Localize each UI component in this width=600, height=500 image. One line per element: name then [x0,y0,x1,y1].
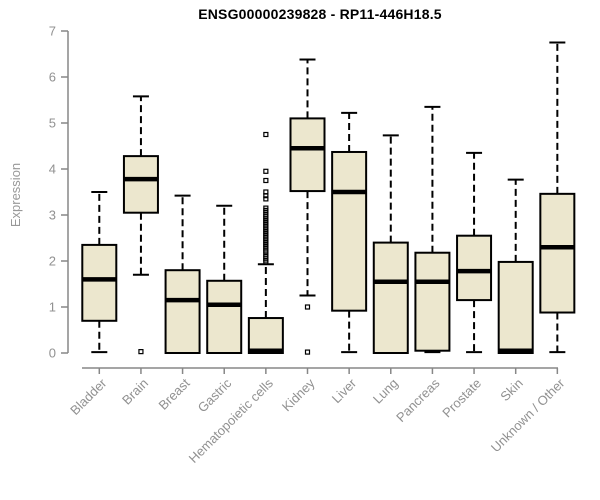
y-tick-label: 4 [49,162,56,177]
iqr-box [81,243,118,322]
boxplot-skin [497,178,534,355]
y-tick-label: 2 [49,254,56,269]
outlier-point [263,168,269,174]
boxplot-brain [122,95,159,355]
y-tick-label: 5 [49,116,56,131]
outlier-point [138,349,144,355]
iqr-box [372,241,409,355]
y-tick-label: 3 [49,208,56,223]
boxplot-pancreas [414,105,451,354]
outlier-point [263,131,269,138]
iqr-box [539,192,576,314]
outlier-point [263,189,269,195]
x-tick-label-lung: Lung [370,376,401,407]
outlier-point [263,177,269,184]
x-tick-label-bladder: Bladder [67,375,110,418]
x-tick-label-gastric: Gastric [195,375,235,415]
boxplot-bladder [81,191,118,354]
iqr-box [247,317,284,355]
x-tick-label-liver: Liver [329,375,360,406]
iqr-box [206,279,243,354]
y-tick-label: 7 [49,24,56,39]
boxplot-gastric [206,204,243,354]
boxplot-kidney [289,58,326,355]
iqr-box [497,260,534,355]
iqr-box [289,117,326,193]
x-tick-label-pancreas: Pancreas [393,375,443,425]
chart-title: ENSG00000239828 - RP11-446H18.5 [198,6,442,22]
outlier-point [263,196,269,202]
boxplot-prostate [456,151,493,354]
iqr-box [122,155,159,214]
x-tick-label-unknown-other: Unknown / Other [488,375,568,455]
boxplot-liver [331,111,368,354]
y-tick-label: 6 [49,70,56,85]
outlier-point [263,205,269,211]
iqr-box [331,150,368,312]
x-tick-label-kidney: Kidney [279,375,318,414]
boxplot-lung [372,134,409,355]
iqr-box [456,234,493,302]
iqr-box [164,269,201,355]
x-tick-label-prostate: Prostate [439,376,484,421]
x-tick-label-skin: Skin [497,376,525,404]
y-tick-label: 0 [49,346,56,361]
y-tick-label: 1 [49,300,56,315]
outlier-point [304,304,311,310]
x-tick-label-brain: Brain [119,376,151,408]
boxplot-breast [164,194,201,355]
outlier-point [304,349,311,355]
boxplot-unknown-other [539,41,576,354]
x-tick-label-breast: Breast [156,375,193,412]
boxplot-hematopoietic-cells [247,131,284,355]
iqr-box [414,251,451,352]
